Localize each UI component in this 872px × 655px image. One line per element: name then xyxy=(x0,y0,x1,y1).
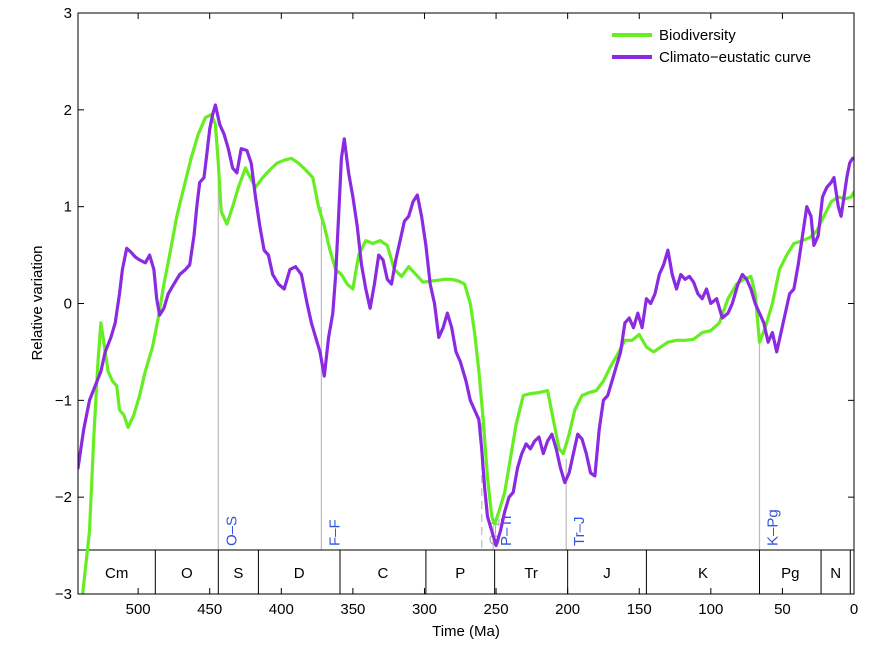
x-tick-label-9: 50 xyxy=(774,601,791,618)
period-label-J: J xyxy=(603,565,611,582)
y-tick-label-6: −3 xyxy=(55,586,72,603)
period-label-O: O xyxy=(181,565,193,582)
legend-label-0: Biodiversity xyxy=(659,27,736,44)
y-tick-label-1: 2 xyxy=(64,102,72,119)
period-label-S: S xyxy=(233,565,243,582)
x-tick-label-5: 250 xyxy=(484,601,509,618)
period-label-Pg: Pg xyxy=(781,565,799,582)
legend-label-1: Climato−eustatic curve xyxy=(659,49,811,66)
event-label-1: F–F xyxy=(326,519,343,546)
y-tick-label-4: −1 xyxy=(55,392,72,409)
x-tick-label-3: 350 xyxy=(340,601,365,618)
period-label-P: P xyxy=(455,565,465,582)
x-tick-label-1: 450 xyxy=(197,601,222,618)
x-tick-label-2: 400 xyxy=(269,601,294,618)
series-line-0 xyxy=(81,113,854,594)
event-label-5: K–Pg xyxy=(765,509,782,546)
event-lines xyxy=(217,148,761,550)
event-label-4: Tr–J xyxy=(571,517,588,546)
period-label-K: K xyxy=(698,565,708,582)
x-tick-label-0: 500 xyxy=(126,601,151,618)
period-label-C: C xyxy=(378,565,389,582)
series-line-1 xyxy=(78,103,854,548)
x-tick-label-7: 150 xyxy=(627,601,652,618)
plot-area xyxy=(78,13,854,594)
period-label-Tr: Tr xyxy=(524,565,538,582)
series-layer xyxy=(78,103,854,594)
y-tick-label-2: 1 xyxy=(64,199,72,216)
x-tick-label-8: 100 xyxy=(698,601,723,618)
y-tick-label-3: 0 xyxy=(64,296,72,313)
period-band: Cm O S D C P Tr J K Pg N xyxy=(78,549,854,594)
period-label-Cm: Cm xyxy=(105,565,128,582)
x-axis: 500 450 400 350 300 250 200 150 100 50 0 xyxy=(126,13,858,618)
y-axis: 3 2 1 0 −1 −2 −3 xyxy=(55,5,854,603)
x-tick-label-10: 0 xyxy=(850,601,858,618)
event-label-0: O–S xyxy=(223,516,240,546)
y-axis-title: Relative variation xyxy=(29,245,46,360)
period-label-N: N xyxy=(830,565,841,582)
x-axis-title: Time (Ma) xyxy=(432,623,500,640)
period-label-D: D xyxy=(294,565,305,582)
x-tick-label-6: 200 xyxy=(555,601,580,618)
x-tick-label-4: 300 xyxy=(412,601,437,618)
y-tick-label-0: 3 xyxy=(64,5,72,22)
legend: Biodiversity Climato−eustatic curve xyxy=(612,27,811,66)
y-tick-label-5: −2 xyxy=(55,489,72,506)
